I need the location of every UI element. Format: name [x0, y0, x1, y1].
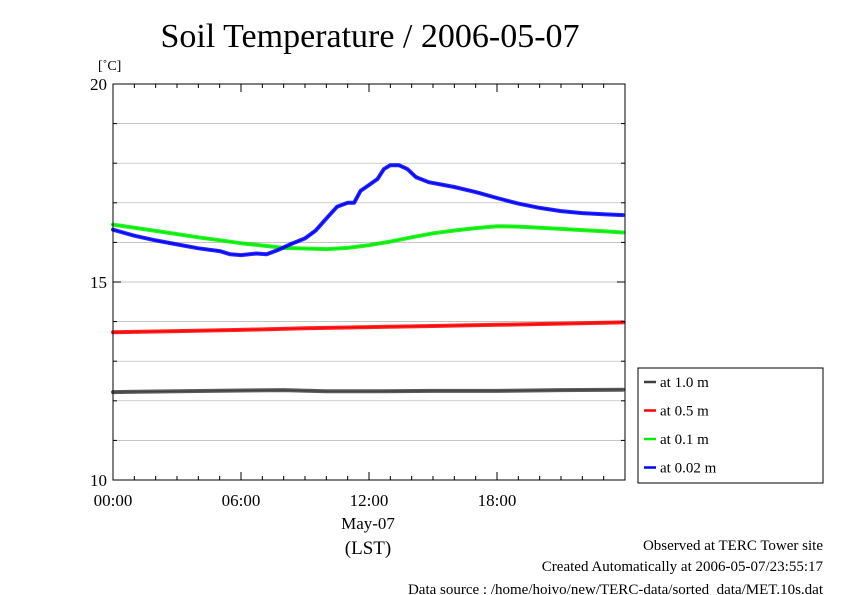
y-tick-label: 15: [90, 273, 107, 292]
y-tick-label: 10: [90, 471, 107, 490]
series-line: [111, 163, 625, 258]
axes: 00:00 06:00 12:00 18:00 10 15 20: [90, 75, 626, 510]
series-line-core: [112, 321, 623, 333]
legend-label: at 0.02 m: [660, 461, 717, 477]
legend-label: at 1.0 m: [660, 375, 709, 391]
y-tick-label: 20: [90, 75, 107, 94]
legend-box: [637, 367, 824, 484]
x-tick-label: 12:00: [350, 491, 389, 510]
series-line-core: [112, 164, 623, 256]
y-axis-unit: [˚C]: [98, 59, 121, 74]
series-line-core: [112, 389, 623, 393]
chart-title: Soil Temperature / 2006-05-07: [160, 18, 579, 55]
legend-label: at 0.1 m: [660, 432, 709, 448]
legend-label: at 0.5 m: [660, 404, 709, 420]
footer-created: Created Automatically at 2006-05-07/23:5…: [542, 559, 824, 575]
footer-source: Data source : /home/hoivo/new/TERC-data/…: [408, 582, 824, 595]
x-tick-label: 00:00: [94, 491, 133, 510]
x-tick-label: 06:00: [222, 491, 261, 510]
series-line-core: [112, 224, 623, 250]
x-tick-label: 18:00: [478, 491, 517, 510]
grid: [113, 123, 625, 441]
x-axis-label: (LST): [345, 538, 391, 559]
date-label: May-07: [341, 514, 395, 533]
legend: at 1.0 m at 0.5 m at 0.1 m at 0.02 m: [637, 367, 824, 484]
series-lines: [111, 163, 625, 395]
footer-site: Observed at TERC Tower site: [643, 538, 823, 554]
